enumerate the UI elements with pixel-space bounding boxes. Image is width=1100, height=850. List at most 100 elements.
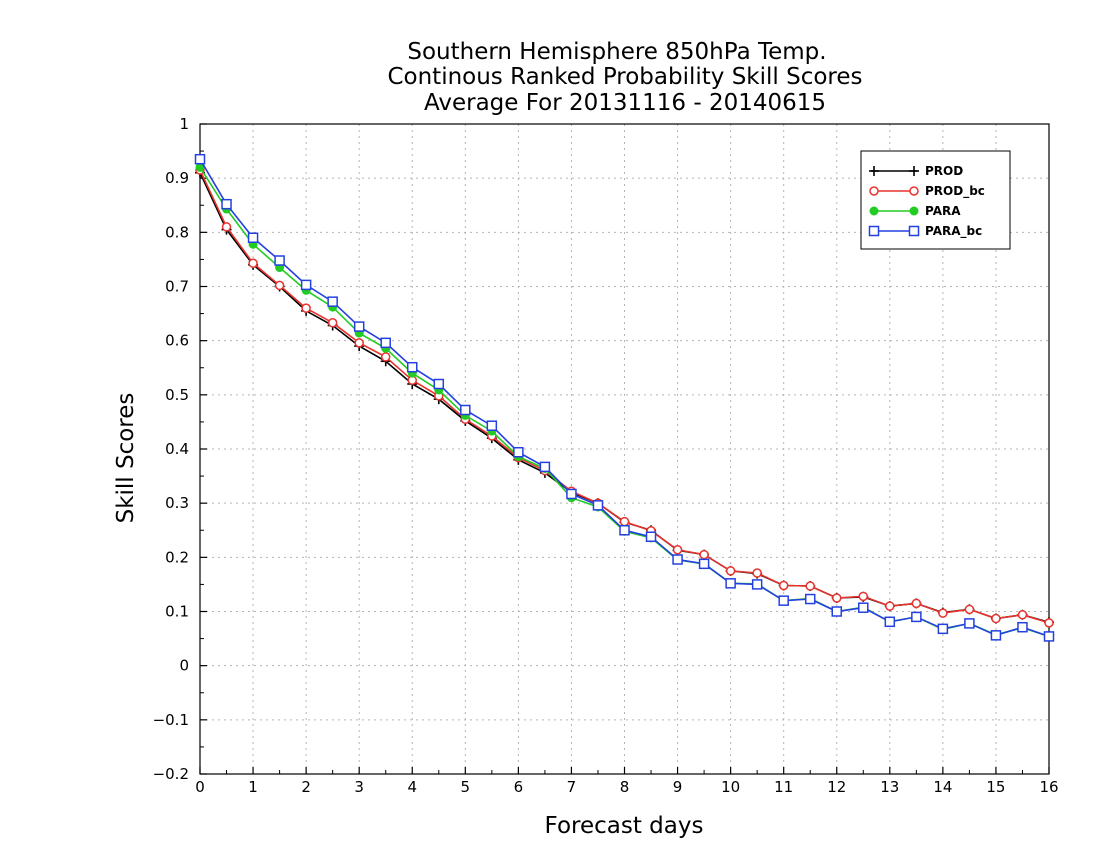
data-point [831, 606, 842, 617]
data-point [1017, 621, 1028, 633]
title-line-1: Southern Hemisphere 850hPa Temp. [407, 39, 826, 65]
title-line-3: Average For 20131116 - 20140615 [424, 90, 826, 116]
data-point [1043, 631, 1055, 642]
y-tick-label: 0.8 [165, 223, 189, 241]
x-tick-label: 0 [195, 778, 205, 796]
y-tick-label: −0.1 [153, 711, 189, 729]
legend-entry: PROD [869, 164, 963, 178]
data-point [221, 198, 232, 210]
data-point [884, 616, 896, 628]
legend-marker-right [909, 206, 919, 216]
x-tick-label: 10 [721, 778, 740, 796]
legend-label: PROD [925, 164, 963, 178]
y-tick-label: 0.4 [165, 440, 189, 458]
data-point [247, 232, 259, 243]
legend-label: PROD_bc [925, 184, 985, 199]
data-point [353, 321, 365, 332]
legend-box [860, 150, 1011, 250]
data-point [991, 613, 1001, 624]
legend-label: PARA_bc [925, 224, 982, 239]
x-axis-ticks: 0 1 2 3 4 5 6 7 8 9 10 11 12 13 14 15 16 [195, 767, 1059, 796]
data-point [566, 488, 577, 500]
data-point [513, 447, 524, 458]
y-axis-label: Skill Scores [113, 393, 139, 524]
y-tick-label: 0.9 [165, 169, 189, 187]
data-point [539, 461, 551, 473]
legend-label: PARA [925, 204, 961, 218]
x-tick-label: 12 [827, 778, 846, 796]
legend-marker-left [869, 186, 879, 196]
series-para-bc [194, 153, 1055, 642]
data-point [1017, 610, 1028, 620]
data-point [327, 318, 338, 328]
y-tick-label: 0.1 [165, 603, 189, 621]
y-tick-label: 0.5 [165, 386, 189, 404]
data-point [858, 591, 869, 602]
legend-entry: PARA_bc [868, 224, 982, 239]
data-point [832, 593, 842, 603]
data-point [1044, 618, 1054, 628]
data-point [672, 554, 683, 565]
data-point [380, 337, 391, 349]
data-point [911, 598, 922, 609]
y-tick-label: −0.2 [153, 765, 189, 783]
x-tick-label: 16 [1039, 778, 1058, 796]
data-point [911, 611, 922, 623]
y-tick-label: 0.2 [165, 548, 189, 566]
data-point [937, 623, 949, 635]
data-point [805, 581, 815, 591]
data-point [619, 516, 630, 527]
data-point [645, 531, 657, 542]
data-point [858, 602, 869, 613]
data-point [938, 608, 948, 618]
data-point [380, 352, 391, 362]
x-axis-label: Forecast days [545, 813, 704, 839]
legend-marker-left [869, 206, 879, 216]
data-point [752, 568, 762, 578]
y-tick-label: 1 [179, 115, 189, 133]
data-point [964, 618, 975, 629]
data-point [433, 378, 445, 390]
x-tick-label: 6 [514, 778, 524, 796]
legend-marker-right [908, 225, 920, 237]
data-point [885, 601, 895, 611]
y-axis-ticks: −0.2 −0.1 0 0.1 0.2 0.3 0.4 0.5 0.6 0.7 0.8 0.9 1 [153, 115, 207, 783]
y-tick-label: 0.3 [165, 494, 189, 512]
data-point [672, 545, 683, 555]
data-point [778, 580, 789, 591]
x-tick-label: 5 [461, 778, 471, 796]
x-tick-label: 7 [567, 778, 577, 796]
data-point [964, 604, 975, 615]
data-point [407, 361, 418, 373]
x-tick-label: 15 [986, 778, 1005, 796]
x-tick-label: 11 [774, 778, 793, 796]
data-point [354, 338, 364, 348]
data-point [990, 630, 1002, 641]
data-point [248, 258, 258, 268]
data-point [274, 255, 285, 266]
data-point [698, 558, 710, 570]
title-line-2: Continous Ranked Probability Skill Score… [387, 64, 862, 90]
y-tick-label: 0.6 [165, 332, 189, 350]
x-tick-label: 9 [673, 778, 683, 796]
data-point [274, 280, 285, 291]
data-point [460, 404, 471, 416]
x-tick-label: 3 [354, 778, 364, 796]
data-point [486, 420, 498, 431]
x-tick-label: 14 [933, 778, 952, 796]
data-point [301, 303, 311, 313]
data-point [804, 593, 816, 605]
x-tick-label: 4 [407, 778, 417, 796]
x-tick-label: 13 [880, 778, 899, 796]
data-point [194, 153, 206, 165]
data-point [725, 566, 736, 576]
chart-title: Southern Hemisphere 850hPa Temp. Contino… [387, 39, 862, 116]
data-point [300, 279, 312, 291]
x-tick-label: 8 [620, 778, 630, 796]
data-point [327, 296, 338, 307]
legend-marker-right [909, 166, 919, 176]
legend: PROD PROD_bc PARA PARA_bc [860, 150, 1011, 250]
y-tick-label: 0 [179, 657, 189, 675]
data-point [221, 222, 232, 232]
